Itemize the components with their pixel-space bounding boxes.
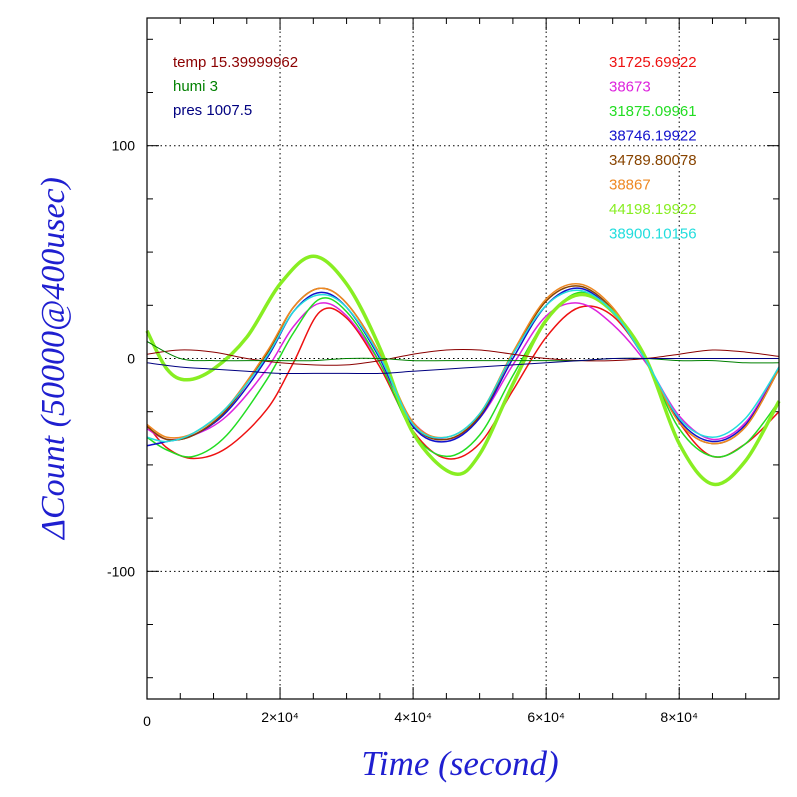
x-tick-label: 2×10⁴ (261, 709, 299, 725)
plot-frame (146, 17, 780, 700)
labels-layer: 0 2×10⁴ 4×10⁴ 6×10⁴ 8×10⁴ 100 0 -100 (107, 138, 698, 729)
series-legend-entry: 38867 (609, 177, 651, 194)
series-line-6 (145, 254, 781, 487)
x-axis-title: Time (second) (361, 744, 558, 783)
series-legend-entry: 38900.10156 (609, 226, 697, 243)
x-tick-label: 4×10⁴ (394, 709, 432, 725)
series-line-8 (146, 348, 780, 366)
x-tick-label: 6×10⁴ (527, 709, 565, 725)
series-layer (145, 254, 781, 487)
series-legend-entry: 31725.69922 (609, 54, 697, 71)
series-line-7 (146, 289, 780, 443)
x-tick-label: 8×10⁴ (660, 709, 698, 725)
series-line-2 (146, 291, 780, 458)
env-legend-entry: temp 15.39999962 (173, 54, 298, 71)
series-line-5 (146, 283, 780, 445)
series-line-4 (146, 285, 780, 445)
series-legend-entry: 38746.19922 (609, 128, 697, 145)
y-tick-label: 0 (127, 351, 135, 367)
legend-layer: temp 15.39999962 humi 3 pres 1007.5 31725.6… (173, 54, 697, 243)
y-axis-title: ΔCount (50000@400usec) (35, 177, 72, 541)
series-line-9 (146, 341, 780, 364)
env-legend-entry: humi 3 (173, 78, 218, 95)
x-tick-label: 0 (143, 713, 151, 729)
env-legend-entry: pres 1007.5 (173, 102, 252, 119)
y-tick-label: -100 (107, 563, 135, 579)
y-tick-label: 100 (112, 138, 136, 154)
series-legend-entry: 38673 (609, 79, 651, 96)
series-legend-entry: 34789.80078 (609, 152, 697, 169)
series-line-10 (146, 357, 779, 375)
series-legend-entry: 44198.19922 (609, 201, 697, 218)
series-legend-entry: 31875.09961 (609, 103, 697, 120)
